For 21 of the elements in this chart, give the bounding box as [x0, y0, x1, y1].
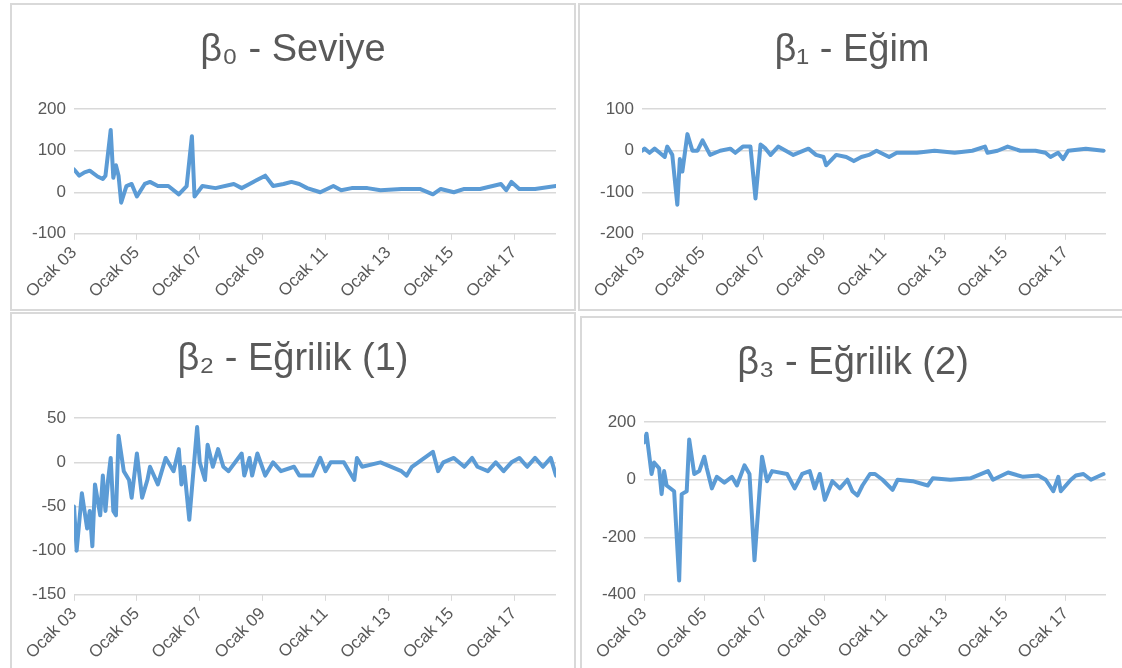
y-tick-label: -200: [601, 526, 637, 546]
y-tick-label: 0: [56, 181, 67, 201]
y-tick-label: 50: [47, 407, 67, 427]
chart-title: β₃ - Eğrilik (2): [736, 340, 970, 383]
y-tick-label: -400: [601, 584, 637, 604]
y-tick-label: -50: [41, 496, 67, 516]
y-tick-label: 0: [626, 469, 637, 489]
chart-title: β₂ - Eğrilik (1): [176, 336, 410, 379]
y-tick-label: -150: [31, 584, 67, 604]
y-tick-label: 100: [37, 140, 67, 160]
chart-title: β₁ - Eğim: [773, 27, 931, 70]
y-tick-label: 0: [624, 140, 635, 160]
y-tick-label: 200: [37, 98, 67, 118]
y-tick-label: -100: [31, 540, 67, 560]
y-tick-label: 200: [607, 411, 637, 431]
chart-title: β₀ - Seviye: [199, 27, 387, 70]
y-tick-label: -100: [31, 223, 67, 243]
y-tick-label: 0: [56, 452, 67, 472]
y-tick-label: -100: [599, 181, 635, 201]
y-tick-label: 100: [605, 98, 635, 118]
y-tick-label: -200: [599, 223, 635, 243]
